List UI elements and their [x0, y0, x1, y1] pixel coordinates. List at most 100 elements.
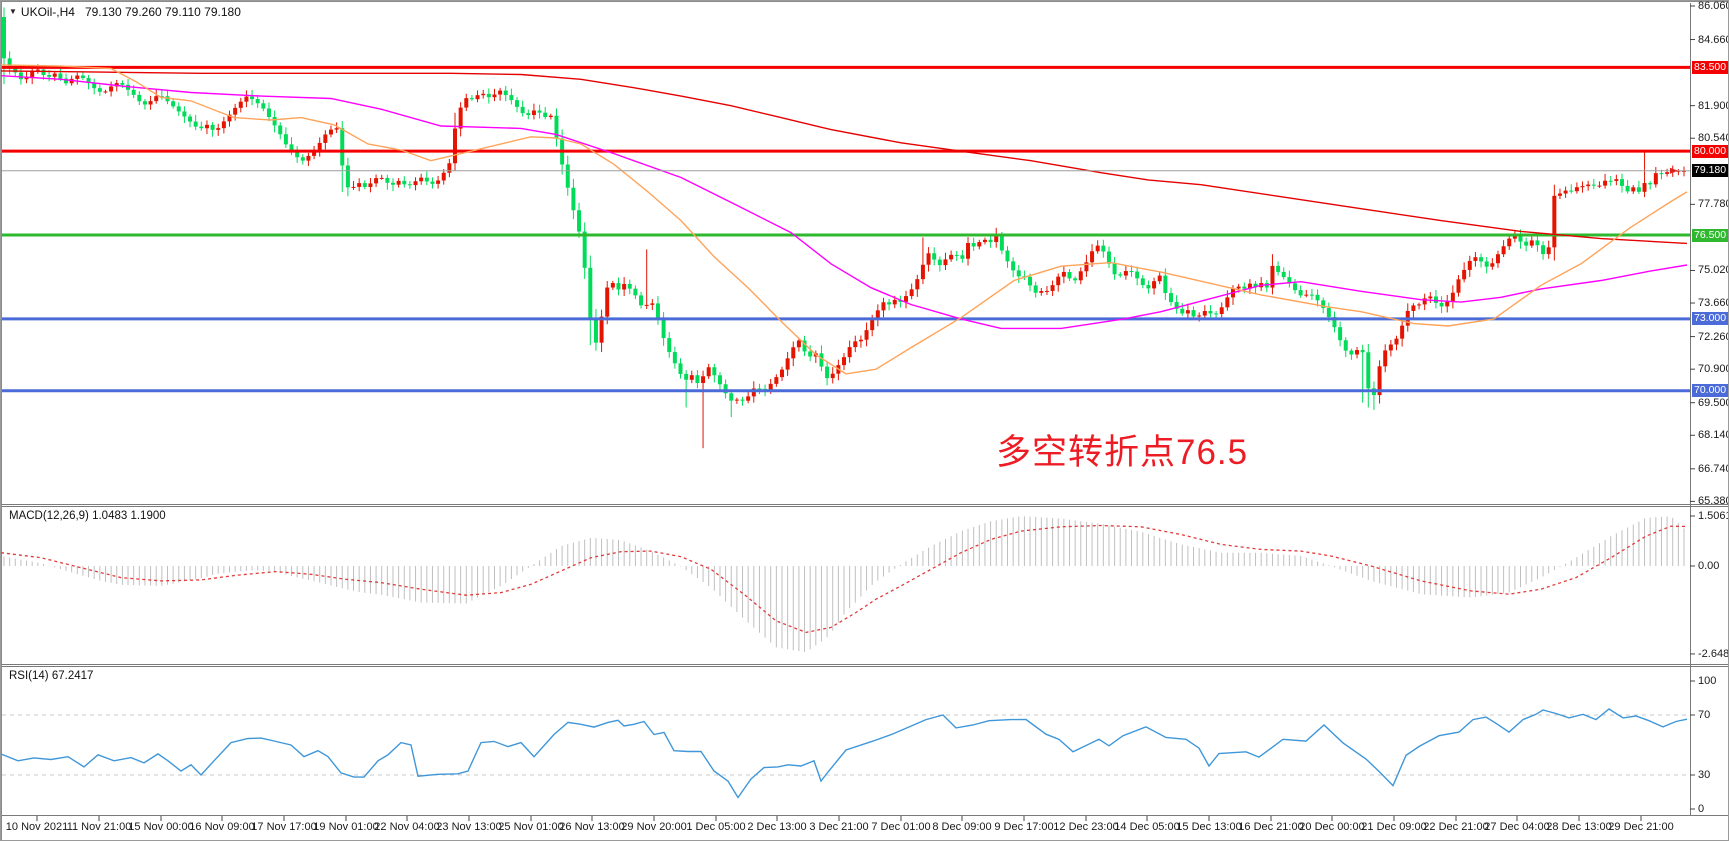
- time-tick-label: 15 Nov 00:00: [128, 821, 194, 833]
- candle-body: [740, 399, 745, 401]
- candle-body: [751, 388, 756, 397]
- candle-body: [1400, 325, 1405, 339]
- candle-body: [1174, 302, 1179, 309]
- candle-body: [1146, 285, 1151, 289]
- candle-body: [994, 235, 999, 243]
- candle-body: [1304, 294, 1309, 296]
- candle-body: [1614, 179, 1619, 181]
- candle-body: [114, 83, 119, 87]
- candle-body: [1276, 265, 1281, 272]
- price-tick-label: 86.060: [1698, 0, 1729, 12]
- candle-body: [1140, 278, 1145, 286]
- price-tick-label: 66.740: [1698, 462, 1729, 475]
- candle-body: [1394, 338, 1399, 345]
- candle-body: [1636, 187, 1641, 192]
- candle-body: [988, 239, 993, 243]
- candle-body: [1202, 311, 1207, 316]
- candle-body: [627, 283, 632, 289]
- time-tick-label: 20 Dec 00:00: [1299, 821, 1365, 833]
- candle-body: [830, 373, 835, 379]
- time-tick-label: 15 Dec 13:00: [1176, 821, 1242, 833]
- candle-body: [447, 163, 452, 173]
- candle-body: [1219, 307, 1224, 314]
- candle-body: [469, 98, 474, 100]
- candle-body: [1653, 173, 1658, 185]
- candle-body: [80, 75, 85, 79]
- rsi-indicator-label: RSI(14) 67.2417: [9, 670, 93, 682]
- candle-body: [1580, 186, 1585, 188]
- candle-body: [109, 86, 114, 92]
- candle-body: [898, 299, 903, 302]
- candle-body: [531, 110, 536, 115]
- macd-values: 1.0483 1.1900: [92, 510, 166, 522]
- candle-body: [1287, 277, 1292, 284]
- candle-body: [1191, 310, 1196, 317]
- candle-body: [1569, 190, 1574, 192]
- candle-body: [216, 128, 221, 130]
- price-tick-label: 65.380: [1698, 495, 1729, 508]
- candle-body: [1529, 240, 1534, 246]
- candle-body: [1152, 281, 1157, 289]
- candle-body: [306, 155, 311, 161]
- time-tick-label: 2 Dec 13:00: [747, 821, 807, 833]
- candle-body: [1479, 257, 1484, 262]
- candle-body: [768, 383, 773, 391]
- candle-body: [1355, 350, 1360, 355]
- price-level-badge: 70.000: [1692, 384, 1728, 398]
- candle-body: [949, 254, 954, 260]
- candle-body: [847, 347, 852, 358]
- candle-body: [1253, 283, 1258, 288]
- price-tick-label: 70.900: [1698, 363, 1729, 376]
- candle-body: [520, 106, 525, 114]
- candle-body: [757, 388, 762, 390]
- time-tick-label: 3 Dec 21:00: [809, 821, 869, 833]
- time-tick-label: 7 Dec 01:00: [871, 821, 931, 833]
- last-price-arrow-icon: [1670, 167, 1678, 174]
- candle-body: [1552, 195, 1557, 248]
- candle-body: [672, 352, 677, 364]
- candle-body: [1112, 263, 1117, 275]
- candle-body: [593, 318, 598, 343]
- price-tick-label: 69.500: [1698, 396, 1729, 409]
- candle-body: [616, 283, 621, 290]
- candle-body: [1557, 193, 1562, 196]
- candle-body: [825, 366, 830, 379]
- candle-body: [1309, 294, 1314, 296]
- candle-body: [148, 101, 153, 105]
- rsi-value: 67.2417: [51, 670, 94, 682]
- candle-body: [182, 111, 187, 117]
- candle-body: [892, 299, 897, 305]
- candle-body: [1428, 296, 1433, 299]
- candle-body: [1106, 251, 1111, 264]
- time-tick-label: 21 Dec 09:00: [1361, 821, 1427, 833]
- candle-body: [1450, 292, 1455, 302]
- candle-body: [881, 302, 886, 311]
- candle-body: [1586, 184, 1591, 187]
- candle-body: [966, 243, 971, 259]
- candle-body: [362, 183, 367, 187]
- macd-signal-line: [1, 524, 1688, 634]
- collapse-chevron-icon[interactable]: ▼: [9, 7, 17, 16]
- candle-body: [1360, 350, 1365, 353]
- candle-body: [1445, 301, 1450, 307]
- candle-body: [1619, 179, 1624, 186]
- price-tick-label: 75.020: [1698, 264, 1729, 277]
- candle-body: [1659, 173, 1664, 175]
- candle-body: [1388, 344, 1393, 351]
- candle-body: [1090, 251, 1095, 263]
- candle-body: [599, 316, 604, 343]
- candle-body: [1665, 172, 1670, 174]
- candle-body: [1016, 270, 1021, 277]
- candle-body: [746, 396, 751, 401]
- candle-body: [548, 115, 553, 117]
- candle-body: [1225, 297, 1230, 308]
- candle-body: [515, 100, 520, 107]
- candle-body: [853, 341, 858, 348]
- candle-body: [64, 78, 69, 84]
- candle-body: [1366, 352, 1371, 389]
- candle-body: [610, 283, 615, 288]
- price-tick-label: 77.780: [1698, 198, 1729, 211]
- candle-body: [1298, 290, 1303, 296]
- candle-body: [1168, 293, 1173, 303]
